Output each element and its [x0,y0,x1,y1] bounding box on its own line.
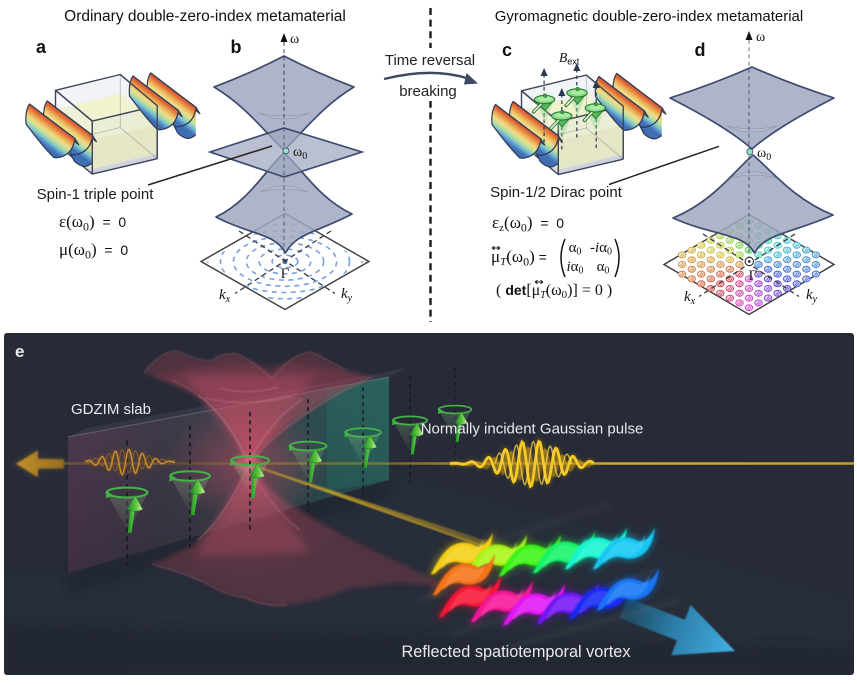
svg-text:μ(ω0) = 0: μ(ω0) = 0 [59,240,128,262]
svg-text:ky: ky [806,287,818,305]
svg-text:Spin-1/2 Dirac point: Spin-1/2 Dirac point [490,184,623,201]
svg-text:d: d [695,40,706,60]
svg-text:ky: ky [341,286,353,304]
svg-text:Reflected spatiotemporal vorte: Reflected spatiotemporal vortex [402,643,631,661]
svg-text:kx: kx [684,289,696,307]
svg-text:μT(ω0) =: μT(ω0) = [491,247,547,269]
svg-text:Normally incident Gaussian pul: Normally incident Gaussian pulse [421,421,644,438]
svg-text:ω: ω [290,32,299,47]
svg-text:Γ: Γ [748,268,757,284]
svg-text:ω: ω [756,30,765,45]
svg-text:ε(ω0) = 0: ε(ω0) = 0 [59,212,126,234]
svg-text:εz(ω0) = 0: εz(ω0) = 0 [492,213,564,235]
svg-text:c: c [502,40,512,60]
svg-text:( det[μT(ω0)] = 0 ): ( det[μT(ω0)] = 0 ) [496,282,612,301]
svg-text:Time reversal: Time reversal [385,52,475,69]
svg-text:Γ: Γ [281,266,290,282]
svg-text:e: e [15,342,24,361]
svg-text:Ordinary double-zero-index met: Ordinary double-zero-index metamaterial [64,8,346,25]
svg-text:Spin-1 triple point: Spin-1 triple point [37,186,155,203]
svg-text:kx: kx [219,287,231,305]
svg-text:b: b [231,37,242,57]
svg-text:a: a [36,37,47,57]
svg-text:Gyromagnetic double-zero-index: Gyromagnetic double-zero-index metamater… [495,8,803,25]
svg-text:breaking: breaking [399,83,457,100]
svg-text:GDZIM slab: GDZIM slab [71,401,151,418]
svg-text:-iα0: -iα0 [590,240,612,258]
